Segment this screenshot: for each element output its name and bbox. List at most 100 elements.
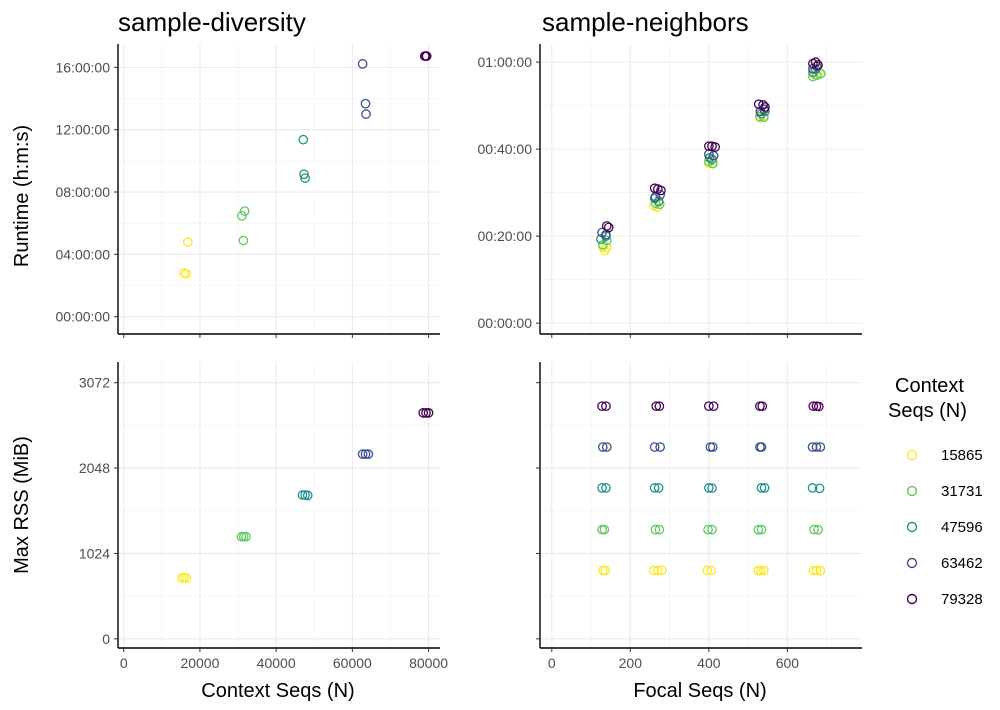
x-tick-label: 60000 (333, 655, 372, 671)
data-point-15865 (656, 565, 667, 576)
data-point-63462 (649, 442, 660, 452)
data-point-31731 (238, 235, 249, 246)
data-point-79328 (597, 401, 607, 412)
data-point-47596 (302, 490, 313, 501)
x-tick-label: 40000 (257, 655, 296, 671)
data-point-15865 (815, 565, 826, 576)
data-point-47596 (756, 483, 767, 493)
y-tick-label: 0 (102, 631, 110, 647)
data-point-31731 (756, 524, 767, 535)
data-point-79328 (813, 60, 823, 70)
data-point-31731 (599, 524, 610, 535)
data-point-79328 (704, 401, 714, 412)
data-point-63462 (815, 442, 826, 452)
data-point-31731 (809, 524, 819, 535)
data-point-47596 (653, 483, 664, 493)
panel-sample-diversity-runtime: 00:00:00 04:00:00 08:00:00 12:00:00 16:00:00 (56, 44, 440, 338)
data-point-47596 (299, 169, 309, 180)
data-point-31731 (239, 206, 250, 216)
data-point-79328 (757, 401, 768, 412)
data-point-63462 (360, 449, 371, 459)
data-point-31731 (753, 524, 764, 535)
legend-label-63462: 63462 (941, 555, 983, 572)
data-point-15865 (755, 565, 766, 576)
data-point-31731 (707, 524, 717, 535)
y-tick-label: 04:00:00 (56, 246, 111, 262)
data-point-15865 (758, 565, 769, 576)
data-point-79328 (656, 185, 666, 196)
data-point-63462 (357, 59, 368, 69)
legend-key-15865 (906, 449, 918, 461)
data-point-79328 (708, 401, 719, 412)
data-point-79328 (423, 408, 434, 418)
data-point-63462 (597, 442, 608, 452)
data-point-63462 (707, 442, 718, 452)
data-point-47596 (298, 134, 309, 145)
data-point-79328 (601, 221, 612, 231)
data-point-63462 (357, 449, 368, 459)
data-point-15865 (811, 565, 822, 576)
data-point-79328 (810, 57, 821, 67)
y-tick-label: 00:00:00 (478, 315, 533, 331)
y-tick-label: 16:00:00 (56, 59, 111, 75)
legend-key-47596 (906, 521, 918, 533)
data-point-15865 (181, 268, 192, 279)
data-point-15865 (808, 565, 819, 576)
data-point-15865 (706, 565, 717, 576)
data-point-31731 (241, 531, 251, 542)
x-tick-label: 20000 (180, 655, 219, 671)
data-point-31731 (813, 524, 823, 535)
y-tick-label: 12:00:00 (56, 122, 111, 138)
x-tick-label: 200 (619, 655, 643, 671)
legend-title-line2: Seqs (N) (888, 400, 967, 422)
data-point-79328 (603, 222, 614, 233)
data-point-79328 (813, 401, 824, 412)
data-point-79328 (421, 51, 432, 61)
data-point-47596 (707, 483, 717, 493)
data-point-47596 (297, 490, 308, 500)
data-point-47596 (807, 483, 818, 493)
data-point-31731 (654, 524, 665, 535)
x-axis-title-context-seqs: Context Seqs (N) (201, 680, 354, 702)
data-point-79328 (421, 408, 431, 418)
x-tick-label: 0 (548, 655, 556, 671)
y-axis-title-memory: Max RSS (MiB) (11, 436, 33, 574)
legend: Context Seqs (N) 15865 31731 47596 63462 793… (888, 375, 983, 608)
data-point-31731 (236, 210, 247, 221)
legend-key-31731 (906, 485, 918, 497)
x-tick-label: 0 (120, 655, 128, 671)
data-point-47596 (597, 483, 607, 493)
y-tick-label: 00:00:00 (56, 309, 111, 325)
data-point-47596 (704, 483, 714, 493)
x-tick-label: 600 (776, 655, 800, 671)
data-point-31731 (601, 235, 612, 246)
data-point-31731 (650, 524, 661, 535)
legend-label-31731: 31731 (941, 483, 983, 500)
panel-sample-neighbors-memory: 0 200 400 600 (536, 362, 862, 671)
legend-label-15865: 15865 (941, 447, 983, 464)
panel-sample-neighbors-runtime: 00:00:00 00:20:00 00:40:00 01:00:00 (478, 44, 862, 338)
panel-title-sample-diversity: sample-diversity (118, 7, 306, 37)
panel-title-sample-neighbors: sample-neighbors (542, 7, 749, 37)
data-point-47596 (649, 483, 660, 493)
data-point-79328 (651, 401, 662, 412)
legend-title-line1: Context (895, 375, 964, 397)
data-point-15865 (600, 565, 611, 576)
y-tick-label: 3072 (79, 375, 110, 391)
data-point-63462 (361, 109, 371, 119)
y-tick-label: 00:20:00 (478, 228, 533, 244)
data-point-31731 (703, 524, 713, 535)
data-point-79328 (753, 99, 764, 110)
data-point-79328 (601, 401, 611, 412)
data-point-47596 (759, 483, 770, 493)
data-point-63462 (601, 442, 612, 452)
data-point-15865 (181, 573, 192, 583)
legend-key-63462 (906, 557, 918, 569)
data-point-79328 (758, 100, 768, 110)
data-point-15865 (702, 565, 713, 576)
data-point-79328 (760, 102, 770, 112)
y-tick-label: 00:40:00 (478, 141, 533, 157)
data-point-15865 (599, 245, 610, 256)
data-point-79328 (704, 141, 714, 152)
data-point-63462 (811, 442, 822, 452)
